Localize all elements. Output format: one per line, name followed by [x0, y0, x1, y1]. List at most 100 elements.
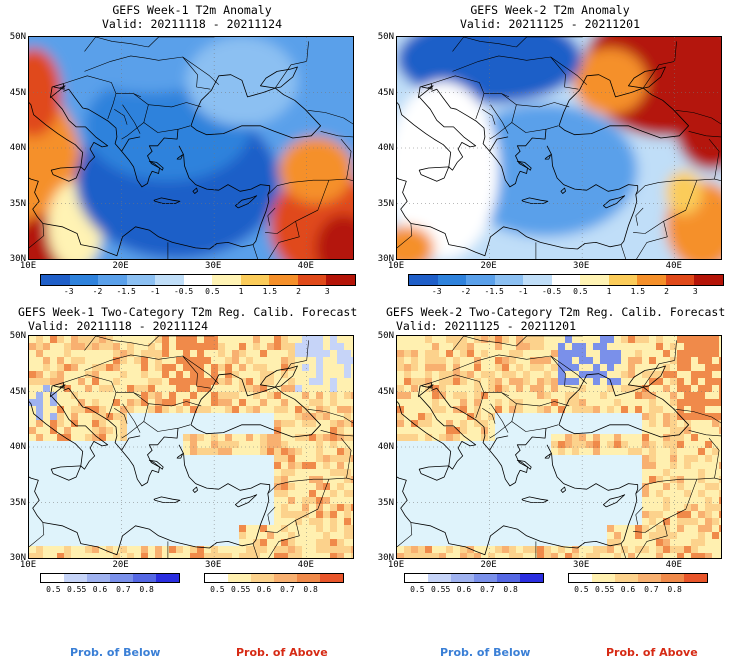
colorbar-tick: 0.7 — [480, 585, 495, 594]
colorbar-tick: 1.5 — [630, 287, 646, 296]
colorbar-tick: 0.55 — [431, 585, 451, 594]
colorbar-tick: 0.55 — [595, 585, 615, 594]
lon-label: 10E — [387, 261, 405, 271]
colorbar-tick: 0.7 — [280, 585, 295, 594]
title-line2: Valid: 20211125 - 20211201 — [396, 319, 577, 333]
colorbar-tick: 0.5 — [46, 585, 61, 594]
colorbar-tick: -1 — [150, 287, 160, 296]
colorbar-tick: 1.5 — [262, 287, 278, 296]
colorbar-swatch — [474, 574, 497, 582]
colorbar-swatch — [212, 275, 241, 285]
colorbar-tick: 0.8 — [139, 585, 154, 594]
colorbar-swatch — [615, 574, 638, 582]
lon-label: 10E — [19, 261, 37, 271]
colorbar-tick: 3 — [324, 287, 330, 296]
colorbar-swatch — [637, 275, 666, 285]
colorbar-swatch — [156, 574, 179, 582]
coastlines — [29, 336, 353, 558]
colorbar-swatch — [497, 574, 520, 582]
anomaly-colorbar — [40, 274, 356, 286]
colorbar-swatch — [665, 275, 695, 285]
colorbar-swatch — [451, 574, 474, 582]
prob-below-label-right: Prob. of Below — [440, 646, 531, 659]
colorbar-swatch — [155, 275, 184, 285]
probability-field — [29, 336, 353, 558]
lat-label: 35N — [9, 497, 26, 508]
colorbar-swatch — [126, 275, 156, 285]
colorbar-tick: -3 — [431, 287, 442, 296]
colorbar-swatch — [269, 275, 298, 285]
colorbar-tick: 3 — [692, 287, 698, 296]
title-line1: GEFS Week-1 Two-Category T2m Reg. Calib.… — [18, 305, 358, 319]
probability-map-week1 — [28, 335, 354, 559]
colorbar-swatch — [205, 574, 228, 582]
colorbar-tick: 0.6 — [456, 585, 472, 594]
colorbar-tick: 0.7 — [116, 585, 131, 594]
colorbar-tick: -1 — [518, 287, 528, 296]
probability-field — [397, 336, 721, 558]
graticule — [29, 37, 353, 259]
colorbar-tick: 0.8 — [303, 585, 318, 594]
colorbar-swatch — [520, 574, 543, 582]
graticule — [397, 37, 721, 259]
panel-title: GEFS Week-1 T2m Anomaly Valid: 20211118 … — [20, 3, 364, 31]
anomaly-field — [29, 37, 353, 259]
colorbar-tick: -0.5 — [541, 287, 562, 296]
colorbar-swatch — [297, 574, 320, 582]
prob-above-colorbar — [204, 573, 344, 583]
colorbar-tick: -0.5 — [173, 287, 194, 296]
lat-label: 45N — [377, 386, 394, 397]
title-line1: GEFS Week-2 Two-Category T2m Reg. Calib.… — [386, 305, 726, 319]
lon-label: 40E — [297, 261, 314, 271]
colorbar-tick: 0.55 — [67, 585, 87, 594]
colorbar-swatch — [41, 574, 64, 582]
colorbar-swatch — [41, 275, 70, 285]
colorbar-swatch — [523, 275, 552, 285]
prob-below-colorbar — [40, 573, 180, 583]
colorbar-swatch — [251, 574, 274, 582]
colorbar-swatch — [183, 275, 213, 285]
coastlines — [29, 37, 353, 259]
colorbar-tick: 0.8 — [503, 585, 518, 594]
colorbar-swatch — [326, 275, 356, 285]
colorbar-swatch — [69, 275, 99, 285]
colorbar-swatch — [274, 574, 297, 582]
anomaly-colorbar — [408, 274, 724, 286]
coastlines — [397, 336, 721, 558]
colorbar-swatch — [608, 275, 638, 285]
lon-label: 10E — [19, 560, 37, 570]
graticule — [29, 336, 353, 558]
title-line2: Valid: 20211125 - 20211201 — [459, 17, 640, 31]
lat-label: 50N — [9, 32, 26, 42]
colorbar-tick: 0.7 — [644, 585, 659, 594]
colorbar-swatch — [240, 275, 270, 285]
colorbar-swatch — [133, 574, 156, 582]
colorbar-swatch — [466, 275, 495, 285]
anomaly-map-week2 — [396, 36, 722, 260]
probability-map-week2 — [396, 335, 722, 559]
panel-title: GEFS Week-2 T2m Anomaly Valid: 20211125 … — [378, 3, 722, 31]
colorbar-tick: -1.5 — [484, 287, 504, 296]
lat-label: 35N — [377, 497, 394, 508]
colorbar-tick: 1 — [606, 287, 612, 296]
colorbar-tick: -2 — [92, 287, 103, 296]
colorbar-swatch — [494, 275, 524, 285]
lon-label: 10E — [387, 560, 405, 570]
colorbar-swatch — [428, 574, 451, 582]
lat-label: 40N — [377, 143, 394, 153]
colorbar-swatch — [551, 275, 581, 285]
prob-above-label-right: Prob. of Above — [606, 646, 698, 659]
prob-above-colorbar — [568, 573, 708, 583]
colorbar-tick: 0.8 — [667, 585, 682, 594]
colorbar-tick: 0.55 — [231, 585, 251, 594]
lon-label: 40E — [665, 560, 682, 570]
lon-label: 30E — [573, 560, 590, 570]
colorbar-swatch — [661, 574, 684, 582]
colorbar-swatch — [110, 574, 133, 582]
lon-label: 30E — [573, 261, 590, 271]
colorbar-tick: -1.5 — [116, 287, 136, 296]
panel-title: GEFS Week-1 Two-Category T2m Reg. Calib.… — [18, 305, 368, 333]
lat-label: 50N — [377, 32, 394, 42]
colorbar-swatch — [437, 275, 467, 285]
lon-label: 40E — [665, 261, 682, 271]
